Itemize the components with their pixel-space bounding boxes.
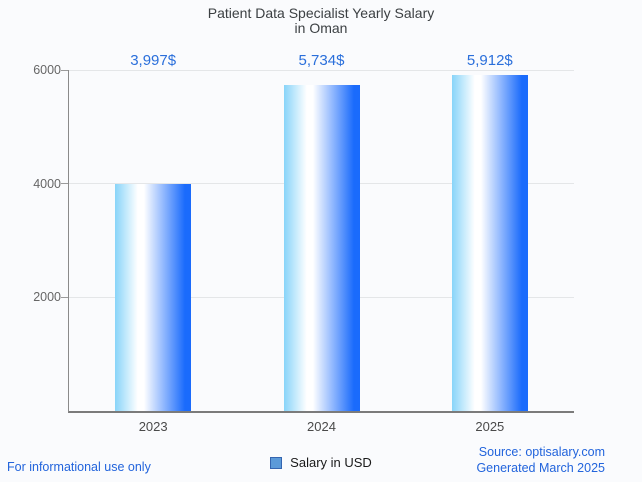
chart-title-line2: in Oman [294,20,348,36]
y-axis-tick-4000 [61,183,68,185]
y-axis-label-4000: 4000 [33,176,61,191]
legend: Salary in USD [0,455,642,470]
x-axis-label-2024: 2024 [307,419,336,434]
bar-2025[interactable] [451,75,528,411]
chart-title: Patient Data Specialist Yearly Salary in… [0,6,642,36]
x-axis-label-2025: 2025 [475,419,505,434]
bar-2023[interactable] [115,183,192,411]
y-axis-label-2000: 2000 [33,290,61,305]
bar-2024[interactable] [283,85,360,411]
legend-label: Salary in USD [290,455,372,470]
source-link[interactable]: Source: optisalary.com [478,445,605,459]
y-axis-tick-6000 [61,69,68,71]
gridline-6000 [69,69,574,71]
generated-date: Generated March 2025 [476,461,605,475]
value-label-2024: 5,734$ [298,52,345,69]
y-axis-tick-2000 [61,296,68,298]
x-axis-label-2023: 2023 [138,419,168,434]
plot-area: 2000 4000 6000 3,997$ 2023 5,734$ 2024 5,912$ 20… [33,52,574,434]
value-label-2023: 3,997$ [130,52,177,69]
legend-swatch-icon [270,456,283,469]
chart-title-line1: Patient Data Specialist Yearly Salary [207,5,435,21]
disclaimer-text: For informational use only [7,460,151,474]
source-attribution: Source: optisalary.com Generated March 2… [476,444,605,476]
y-axis-label-6000: 6000 [33,63,61,77]
value-label-2025: 5,912$ [466,52,513,69]
